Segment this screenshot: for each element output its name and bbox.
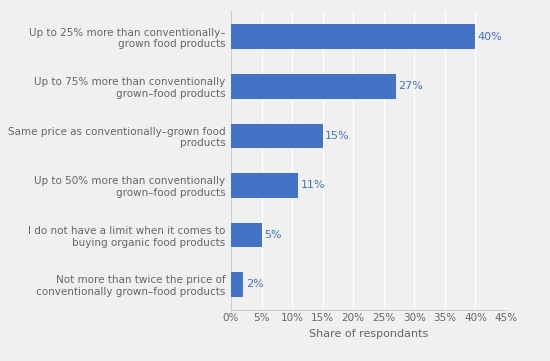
X-axis label: Share of respondants: Share of respondants bbox=[309, 329, 428, 339]
Bar bbox=[231, 173, 298, 198]
Text: 11%: 11% bbox=[301, 180, 325, 190]
Bar bbox=[231, 123, 323, 148]
Text: 27%: 27% bbox=[398, 81, 424, 91]
Text: 15%: 15% bbox=[325, 131, 350, 141]
Bar bbox=[231, 25, 475, 49]
Text: 5%: 5% bbox=[264, 230, 282, 240]
Bar bbox=[231, 272, 243, 297]
Text: 2%: 2% bbox=[246, 279, 263, 290]
Bar bbox=[231, 74, 396, 99]
Text: 40%: 40% bbox=[478, 32, 503, 42]
Bar bbox=[231, 222, 262, 247]
